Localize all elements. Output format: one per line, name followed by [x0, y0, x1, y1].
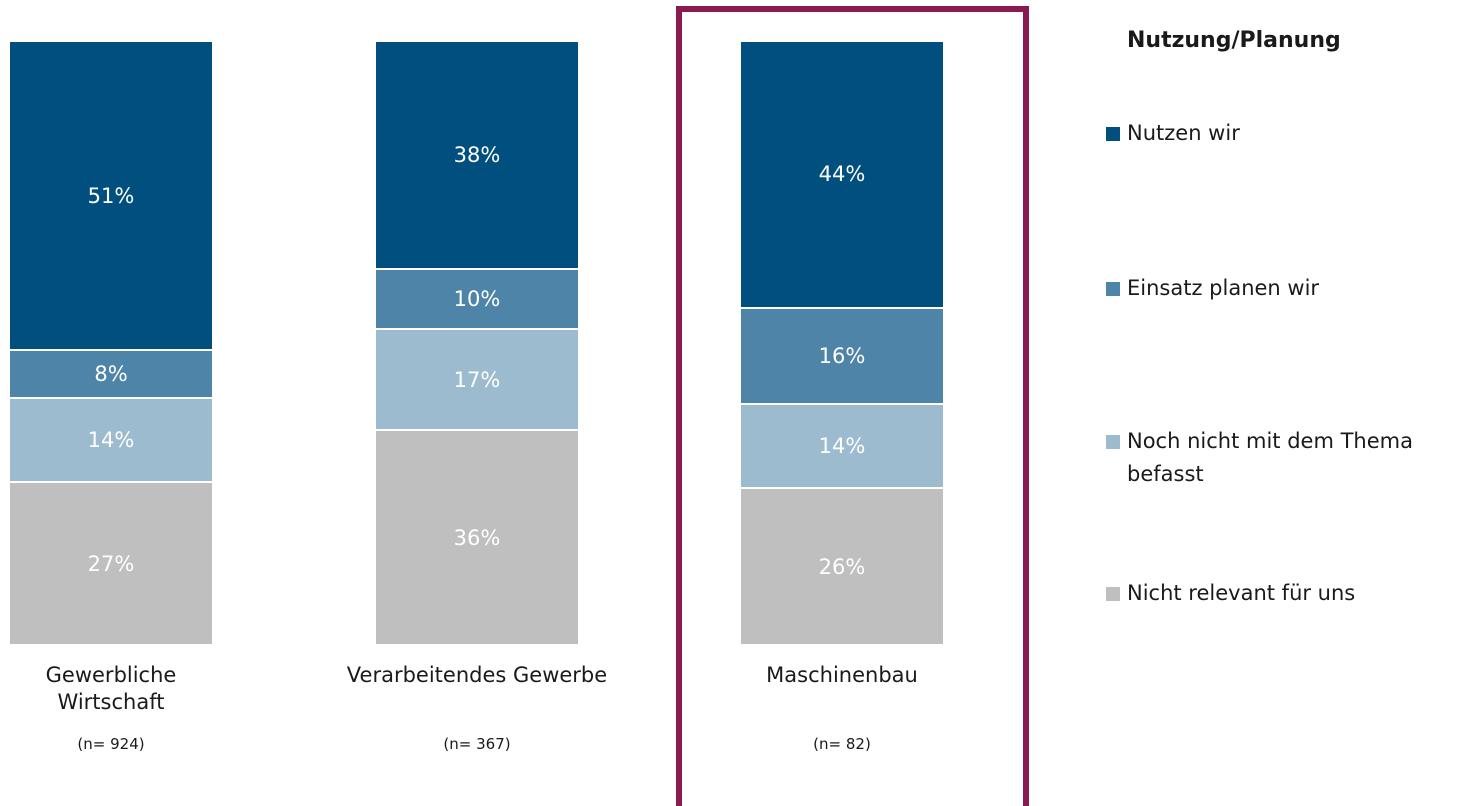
bar-segment: 16% [741, 306, 943, 404]
bar-segment: 51% [10, 42, 212, 350]
value-label: 14% [818, 434, 866, 459]
legend-label: Nutzen wir [1127, 121, 1240, 145]
bar-segment: 38% [376, 42, 578, 269]
legend-label: Nicht relevant für uns [1127, 581, 1356, 605]
legend-title: Nutzung/Planung [1127, 28, 1341, 53]
value-label: 44% [818, 162, 866, 187]
category-label: Maschinenbau [766, 663, 918, 687]
value-label: 10% [453, 287, 501, 312]
value-label: 14% [87, 428, 135, 453]
category-label: Gewerbliche Wirtschaft [45, 663, 177, 714]
value-label: 26% [818, 554, 866, 579]
legend-label: Einsatz planen wir [1127, 276, 1320, 300]
legend-label: Noch nicht mit dem Thema befasst [1127, 429, 1413, 486]
value-label: 17% [453, 367, 501, 392]
bar-segment: 36% [376, 429, 578, 644]
bar-segment: 8% [10, 349, 212, 398]
bar-segment: 17% [376, 328, 578, 430]
sample-size: (n= 82) [813, 735, 871, 753]
category-label: Verarbeitendes Gewerbe [346, 663, 608, 687]
highlight-box [676, 6, 1029, 806]
bar-segment: 14% [10, 397, 212, 482]
value-label: 16% [818, 344, 866, 369]
sample-size: (n= 367) [443, 735, 511, 753]
value-label: 38% [453, 143, 501, 168]
value-label: 8% [94, 362, 128, 387]
bar-segment: 26% [741, 487, 943, 644]
sample-size: (n= 924) [77, 735, 145, 753]
legend-swatch [1106, 435, 1120, 449]
legend-swatch [1106, 282, 1120, 296]
legend-swatch [1106, 127, 1120, 141]
bar-segment: 10% [376, 268, 578, 329]
bar-segment: 27% [10, 481, 212, 644]
bar-segment: 44% [741, 42, 943, 307]
legend-swatch [1106, 587, 1120, 601]
value-label: 27% [87, 551, 135, 576]
bar-segment: 14% [741, 403, 943, 488]
value-label: 51% [87, 183, 135, 208]
value-label: 36% [453, 525, 501, 550]
